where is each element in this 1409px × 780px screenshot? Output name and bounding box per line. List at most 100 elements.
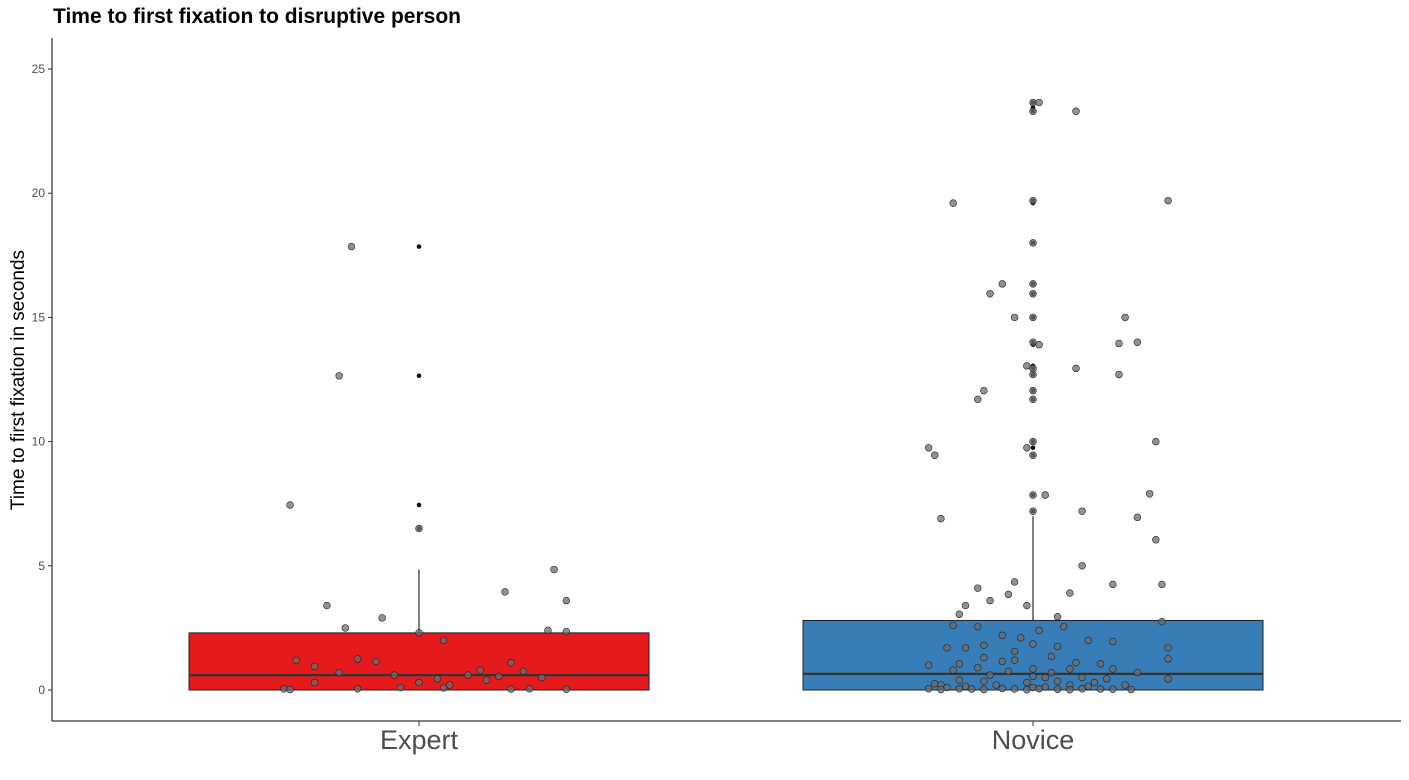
jitter-point [1035, 626, 1043, 635]
jitter-point [974, 663, 982, 672]
jitter-point [1041, 491, 1049, 499]
jitter-point [1096, 660, 1105, 668]
jitter-point [476, 666, 485, 674]
jitter-point [937, 514, 945, 523]
jitter-point [1029, 672, 1037, 681]
jitter-point [1053, 642, 1062, 651]
jitter-point [961, 644, 970, 652]
jitter-point [1072, 364, 1080, 373]
jitter-point [1029, 491, 1037, 499]
jitter-point [1084, 636, 1092, 645]
jitter-point [464, 671, 472, 679]
boxes [188, 100, 1264, 691]
jitter-point [538, 673, 546, 682]
jitter-point [1029, 280, 1037, 288]
jitter-point [1029, 451, 1037, 459]
jitter-point [1059, 622, 1068, 631]
y-tick-label: 0 [38, 683, 45, 697]
jitter-point [415, 629, 423, 637]
jitter-point [1053, 685, 1062, 693]
jitter-point [323, 601, 331, 610]
jitter-point [396, 683, 405, 692]
jitter-point [1047, 652, 1056, 661]
jitter-point [439, 684, 448, 692]
x-tick-label-expert: Expert [380, 725, 459, 755]
jitter-point [310, 678, 319, 687]
jitter-point [353, 655, 362, 663]
jitter-point [998, 280, 1006, 288]
jitter-point [1023, 362, 1031, 370]
jitter-point [955, 676, 964, 684]
jitter-point [1127, 685, 1135, 694]
jitter-point [562, 596, 571, 605]
jitter-point [378, 614, 386, 622]
jitter-point [280, 685, 288, 693]
jitter-point [924, 661, 933, 669]
jitter-point [341, 624, 350, 632]
outlier-point [1030, 445, 1036, 451]
jitter-point [980, 654, 988, 662]
outlier-point [416, 502, 422, 508]
jitter-point [482, 676, 491, 684]
jitter-point [1010, 685, 1019, 693]
jitter-point [544, 626, 552, 635]
jitter-point [446, 681, 454, 689]
jitter-points [280, 98, 1172, 694]
jitter-point [924, 685, 933, 693]
jitter-point [980, 386, 988, 395]
jitter-point [980, 677, 988, 686]
jitter-point [1164, 655, 1172, 663]
outlier-point [416, 244, 422, 249]
jitter-point [1109, 580, 1117, 589]
jitter-point [1004, 667, 1013, 676]
jitter-point [955, 660, 964, 668]
jitter-point [1164, 644, 1172, 652]
y-tick-label: 20 [32, 186, 46, 200]
jitter-point [1029, 98, 1037, 107]
jitter-point [335, 668, 343, 677]
jitter-point [562, 685, 571, 693]
jitter-point [998, 657, 1006, 666]
jitter-point [335, 372, 343, 380]
jitter-point [1041, 683, 1049, 691]
jitter-point [415, 524, 423, 533]
jitter-point [439, 636, 448, 645]
jitter-point [943, 644, 951, 652]
jitter-point [372, 657, 380, 666]
jitter-point [949, 666, 957, 674]
jitter-point [1121, 313, 1129, 322]
jitter-point [943, 683, 951, 692]
jitter-point [1053, 613, 1062, 621]
jitter-point [967, 685, 976, 693]
jitter-point [1029, 665, 1037, 673]
jitter-point [353, 685, 362, 693]
jitter-point [1133, 668, 1142, 677]
jitter-point [1109, 637, 1117, 646]
jitter-point [992, 681, 1000, 689]
y-tick-label: 15 [32, 310, 46, 324]
jitter-point [998, 684, 1006, 693]
jitter-point [1066, 686, 1074, 694]
jitter-point [955, 685, 964, 693]
jitter-point [980, 641, 988, 649]
jitter-point [550, 565, 558, 574]
axes [51, 38, 1401, 722]
jitter-point [1115, 370, 1123, 379]
jitter-point [1096, 685, 1105, 693]
jitter-point [924, 444, 933, 452]
jitter-point [1029, 364, 1037, 373]
jitter-point [519, 667, 528, 676]
jitter-point [310, 662, 319, 671]
jitter-point [1053, 677, 1062, 686]
jitter-point [415, 678, 423, 687]
jitter-point [1023, 678, 1031, 687]
jitter-point [980, 685, 988, 694]
y-ticks: 0 5 10 15 20 25 [32, 62, 52, 697]
y-tick-label: 10 [32, 435, 46, 449]
jitter-point [1029, 239, 1037, 247]
jitter-point [1023, 686, 1031, 694]
jitter-point [1152, 437, 1160, 446]
jitter-point [286, 501, 294, 509]
jitter-point [1029, 107, 1037, 115]
jitter-point [1029, 313, 1037, 322]
